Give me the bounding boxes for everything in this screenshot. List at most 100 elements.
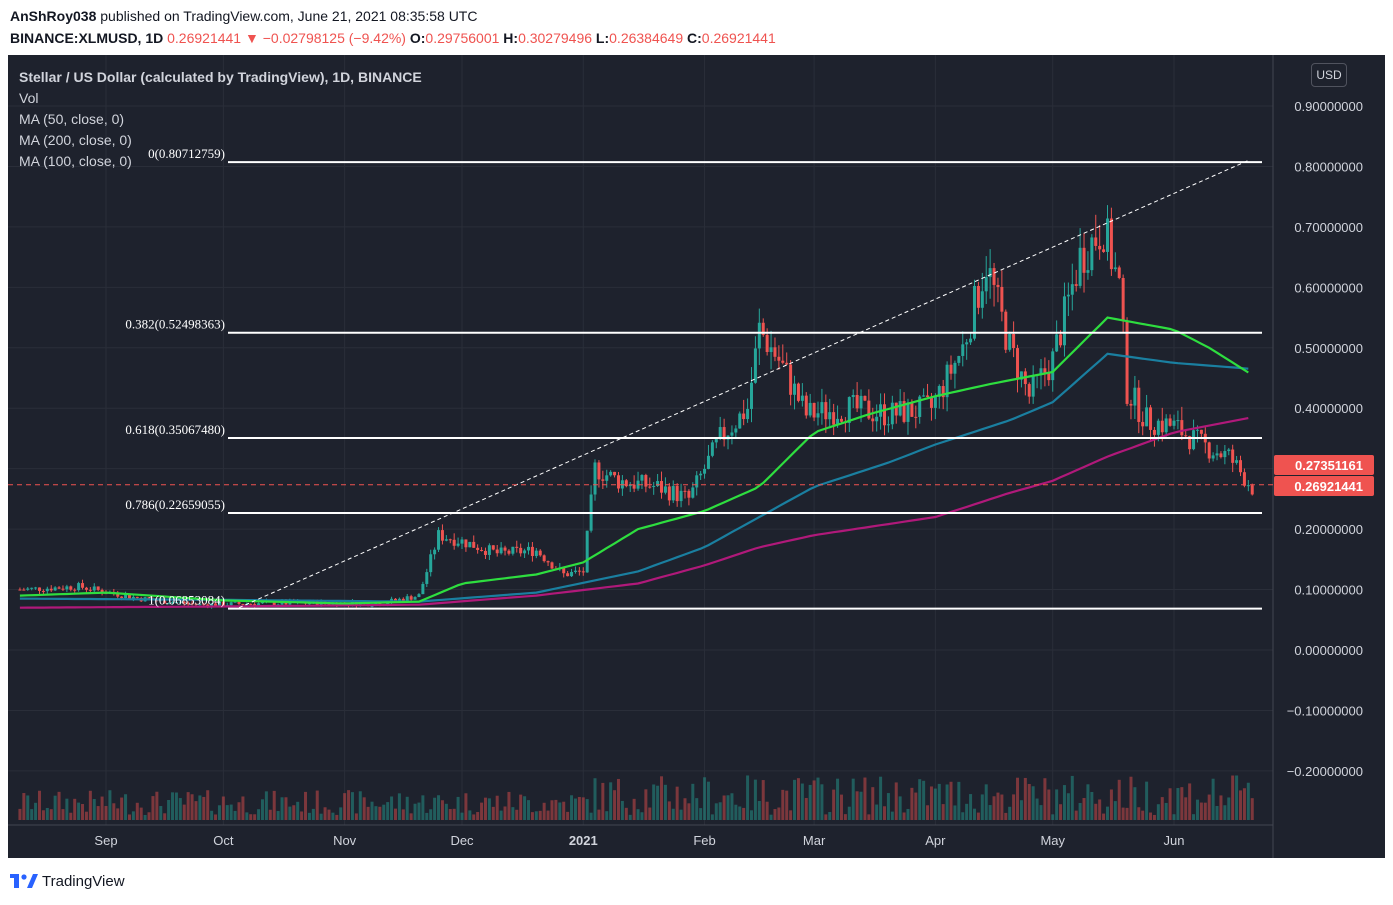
volume-bar — [22, 793, 26, 820]
legend-ma100[interactable]: MA (100, close, 0) — [19, 153, 132, 169]
candle-body — [1172, 420, 1176, 426]
candle-body — [116, 593, 120, 597]
volume-bar — [984, 784, 988, 820]
volume-bar — [1102, 813, 1106, 820]
candle-body — [808, 402, 812, 416]
candle-body — [1223, 451, 1227, 458]
candle-body — [953, 362, 957, 374]
volume-bar — [1137, 807, 1141, 820]
volume-bar — [628, 814, 632, 820]
candle-body — [452, 539, 456, 546]
volume-bar — [300, 811, 304, 820]
volume-bar — [1086, 784, 1090, 820]
volume-bar — [679, 809, 683, 820]
volume-bar — [573, 798, 577, 820]
volume-bar — [922, 780, 926, 820]
candle-body — [53, 587, 57, 591]
candle-body — [793, 383, 797, 395]
volume-bar — [570, 795, 574, 820]
footer-brand[interactable]: TradingView — [10, 872, 125, 890]
candle-body — [628, 484, 632, 487]
candle-body — [965, 342, 969, 345]
volume-bar — [820, 784, 824, 820]
candle-body — [1121, 277, 1125, 322]
legend-ma200[interactable]: MA (200, close, 0) — [19, 132, 132, 148]
volume-bar — [941, 804, 945, 820]
legend-ma50[interactable]: MA (50, close, 0) — [19, 111, 125, 127]
legend-vol[interactable]: Vol — [19, 90, 39, 106]
candle-body — [440, 530, 444, 541]
volume-bar — [613, 790, 617, 820]
legend-title[interactable]: Stellar / US Dollar (calculated by Tradi… — [19, 69, 422, 85]
volume-bar — [1039, 805, 1043, 820]
volume-bar — [800, 783, 804, 820]
volume-bar — [1219, 795, 1223, 820]
candle-body — [37, 587, 41, 591]
volume-bar — [131, 811, 135, 820]
candle-body — [812, 402, 816, 418]
volume-bar — [84, 811, 88, 820]
candle-body — [906, 402, 910, 422]
brand-name: TradingView — [42, 872, 125, 890]
volume-bar — [1215, 805, 1219, 820]
candle-body — [871, 418, 875, 422]
candle-body — [194, 603, 198, 605]
volume-bar — [910, 787, 914, 820]
volume-bar — [401, 809, 405, 820]
candle-body — [894, 402, 898, 416]
volume-bar — [839, 794, 843, 820]
volume-bar — [433, 797, 437, 820]
candle-body — [883, 404, 887, 426]
volume-bar — [796, 778, 800, 820]
volume-bar — [69, 812, 73, 820]
price-axis-label: −0.20000000 — [1287, 764, 1363, 779]
volume-bar — [1094, 803, 1098, 820]
price-axis-label: 0.10000000 — [1294, 583, 1363, 598]
candle-body — [761, 322, 765, 335]
volume-bar — [1235, 775, 1239, 820]
volume-bar — [487, 798, 491, 820]
volume-bar — [296, 801, 300, 820]
candle-body — [824, 402, 828, 420]
open-value: 0.29756001 — [425, 30, 500, 46]
volume-bar — [53, 795, 57, 820]
price-chart[interactable]: 0(0.80712759) 0.382(0.52498363) 0.618(0.35… — [8, 55, 1385, 858]
volume-bar — [851, 778, 855, 820]
currency-button[interactable]: USD — [1311, 63, 1347, 87]
symbol-name: BINANCE:XLMUSD, 1D — [10, 30, 164, 46]
volume-bar — [1133, 787, 1137, 820]
candle-body — [202, 603, 206, 605]
candle-body — [722, 427, 726, 440]
volume-bars — [18, 775, 1254, 820]
last-price: 0.26921441 — [167, 30, 242, 46]
volume-bar — [1055, 789, 1059, 820]
fib-level-label: 0.382(0.52498363) — [125, 317, 225, 332]
volume-bar — [178, 798, 182, 820]
candle-body — [656, 481, 660, 487]
candle-body — [992, 268, 996, 285]
candle-body — [272, 601, 276, 606]
candle-body — [483, 550, 487, 555]
candle-body — [1125, 321, 1129, 404]
volume-bar — [288, 806, 292, 820]
candle-body — [409, 596, 413, 600]
time-axis-label: Jun — [1164, 833, 1185, 848]
price-axis-label: 0.20000000 — [1294, 522, 1363, 537]
price-tag-label: 0.27351161 — [1295, 458, 1363, 473]
volume-bar — [632, 798, 636, 820]
chart-panel[interactable]: 0(0.80712759) 0.382(0.52498363) 0.618(0.35… — [8, 55, 1385, 858]
volume-bar — [1242, 788, 1246, 820]
candle-body — [1094, 237, 1098, 246]
candle-body — [832, 412, 836, 425]
candle-body — [92, 586, 96, 591]
candle-body — [1239, 460, 1243, 473]
volume-bar — [1172, 814, 1176, 820]
volume-bar — [699, 808, 703, 820]
volume-bar — [159, 806, 163, 820]
author-name[interactable]: AnShRoy038 — [10, 8, 97, 24]
volume-bar — [335, 814, 339, 820]
volume-bar — [413, 803, 417, 820]
candle-body — [127, 594, 131, 599]
volume-bar — [691, 783, 695, 820]
candle-body — [413, 597, 417, 600]
